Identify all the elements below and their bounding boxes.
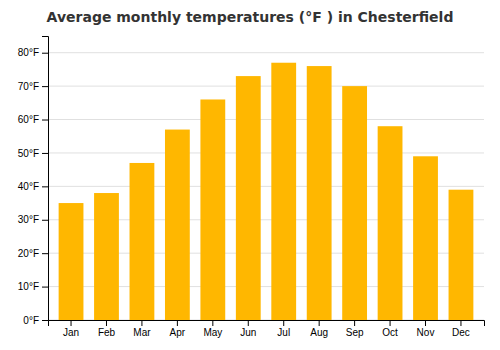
grid-line: [48, 52, 484, 53]
bar: [59, 203, 84, 320]
y-tick: 10°F: [18, 281, 48, 292]
x-tick-label: Nov: [417, 327, 435, 338]
y-tick-label: 10°F: [18, 281, 39, 292]
y-tick-mark: [42, 287, 48, 288]
bar: [449, 190, 474, 320]
x-tick: Aug: [310, 320, 328, 338]
x-tick-mark: [283, 320, 284, 326]
y-tick-mark: [42, 120, 48, 121]
bar: [236, 76, 261, 320]
x-tick: Jun: [240, 320, 256, 338]
y-tick: 0°F: [23, 315, 48, 326]
grid-line: [48, 152, 484, 153]
x-tick-label: Mar: [133, 327, 151, 338]
x-tick-mark: [354, 320, 355, 326]
bar: [200, 99, 225, 320]
y-tick-label: 20°F: [18, 248, 39, 259]
title: Average monthly temperatures (°F ) in Ch…: [47, 9, 454, 25]
y-tick: 20°F: [18, 248, 48, 259]
bar: [271, 63, 296, 320]
x-tick: Jul: [277, 320, 290, 338]
y-tick-label: 70°F: [18, 81, 39, 92]
bar: [378, 126, 403, 320]
y-tick-mark: [42, 186, 48, 187]
x-tick-mark: [141, 320, 142, 326]
x-tick-label: Jun: [240, 327, 256, 338]
grid-line: [48, 119, 484, 120]
y-tick-label: 0°F: [23, 315, 39, 326]
x-tick: Sep: [346, 320, 364, 338]
x-tick: Nov: [417, 320, 435, 338]
bar: [94, 193, 119, 320]
x-tick-label: Jan: [63, 327, 79, 338]
x-tick: Oct: [382, 320, 398, 338]
bar: [130, 163, 155, 320]
x-tick-mark: [177, 320, 178, 326]
chart-container: Average monthly temperatures (°F ) in Ch…: [0, 0, 500, 350]
y-tick-label: 30°F: [18, 214, 39, 225]
y-tick-mark: [42, 253, 48, 254]
x-tick-label: Apr: [170, 327, 186, 338]
y-tick: 60°F: [18, 114, 48, 125]
plot: 0°F 10°F 20°F 30°F 40°F 50°F 60°F 70°F 80°F Jan Fe…: [18, 37, 485, 339]
x-tick-mark: [425, 320, 426, 326]
y-tick: 50°F: [18, 148, 48, 159]
bars: [59, 63, 474, 320]
x-tick: Apr: [170, 320, 186, 338]
x-tick-mark: [319, 320, 320, 326]
y-tick-label: 80°F: [18, 47, 39, 58]
x-tick-label: Feb: [98, 327, 116, 338]
y-tick: 70°F: [18, 81, 48, 92]
x-tick-mark: [71, 320, 72, 326]
x-tick-mark: [248, 320, 249, 326]
bar: [307, 66, 332, 320]
x-tick-label: Sep: [346, 327, 364, 338]
y-tick-mark: [42, 220, 48, 221]
x-tick: May: [203, 320, 222, 338]
x-tick: Feb: [98, 320, 116, 338]
x-tick: Mar: [133, 320, 151, 338]
y-tick-label: 60°F: [18, 114, 39, 125]
x-tick-label: Aug: [310, 327, 328, 338]
y-axis: 0°F 10°F 20°F 30°F 40°F 50°F 60°F 70°F 80°F: [18, 37, 49, 326]
y-tick: 30°F: [18, 214, 48, 225]
y-tick-mark: [42, 86, 48, 87]
y-tick: 40°F: [18, 181, 48, 192]
x-axis: Jan Feb Mar Apr May Jun Jul Aug Sep Oct Nov Dec: [49, 320, 485, 338]
y-tick-label: 40°F: [18, 181, 39, 192]
x-tick-label: Jul: [277, 327, 290, 338]
x-tick-mark: [390, 320, 391, 326]
y-tick: 80°F: [18, 47, 48, 58]
x-tick-mark: [106, 320, 107, 326]
x-tick-mark: [460, 320, 461, 326]
bar: [342, 86, 367, 320]
x-tick-label: Oct: [382, 327, 398, 338]
y-tick-mark: [42, 320, 48, 321]
x-tick: Jan: [63, 320, 79, 338]
grid: [48, 53, 484, 320]
y-axis-line: [42, 37, 49, 321]
chart-svg: Average monthly temperatures (°F ) in Ch…: [0, 0, 500, 350]
grid-line: [48, 86, 484, 87]
y-tick-label: 50°F: [18, 148, 39, 159]
x-tick-mark: [212, 320, 213, 326]
y-tick-mark: [42, 153, 48, 154]
bar: [165, 130, 190, 320]
x-tick: Dec: [452, 320, 470, 338]
x-axis-line: [49, 321, 485, 327]
x-tick-label: May: [203, 327, 222, 338]
x-tick-label: Dec: [452, 327, 470, 338]
bar: [413, 156, 438, 320]
y-tick-mark: [42, 53, 48, 54]
